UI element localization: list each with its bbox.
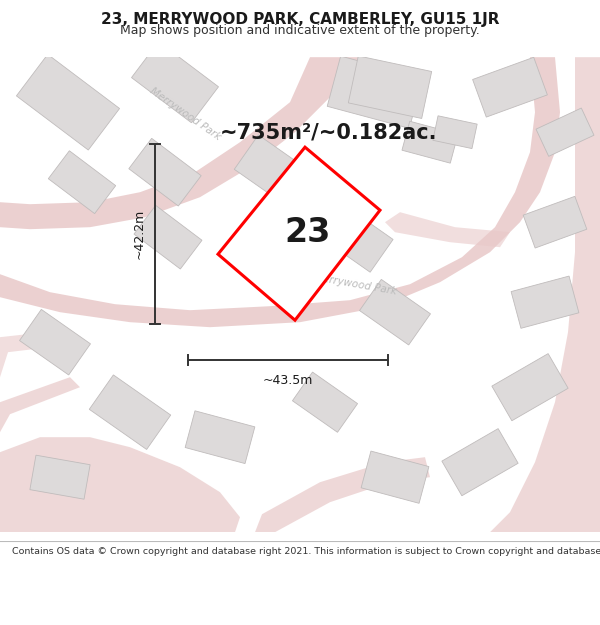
Text: 23, MERRYWOOD PARK, CAMBERLEY, GU15 1JR: 23, MERRYWOOD PARK, CAMBERLEY, GU15 1JR [101, 12, 499, 27]
Polygon shape [402, 121, 458, 163]
Polygon shape [317, 202, 393, 272]
Text: 23: 23 [284, 216, 331, 249]
Polygon shape [0, 332, 50, 377]
Polygon shape [0, 57, 360, 229]
Polygon shape [234, 135, 316, 209]
Polygon shape [385, 212, 510, 247]
Polygon shape [490, 57, 600, 532]
Polygon shape [134, 206, 202, 269]
Polygon shape [359, 279, 430, 345]
Polygon shape [20, 309, 91, 375]
Polygon shape [185, 411, 255, 464]
Polygon shape [129, 138, 201, 206]
Polygon shape [30, 455, 90, 499]
Polygon shape [131, 42, 218, 122]
Polygon shape [361, 451, 429, 503]
Polygon shape [255, 457, 430, 532]
Polygon shape [327, 56, 423, 128]
Polygon shape [511, 276, 579, 328]
Text: Contains OS data © Crown copyright and database right 2021. This information is : Contains OS data © Crown copyright and d… [12, 548, 600, 556]
Polygon shape [89, 375, 171, 449]
Polygon shape [218, 147, 380, 320]
Text: ~43.5m: ~43.5m [263, 374, 313, 387]
Polygon shape [0, 377, 80, 432]
Text: ~735m²/~0.182ac.: ~735m²/~0.182ac. [220, 122, 437, 142]
Polygon shape [16, 54, 119, 150]
Polygon shape [492, 354, 568, 421]
Polygon shape [433, 116, 477, 149]
Polygon shape [292, 372, 358, 432]
Polygon shape [442, 429, 518, 496]
Polygon shape [473, 58, 547, 117]
Polygon shape [0, 438, 240, 532]
Polygon shape [536, 108, 594, 156]
Text: Merrywood Park: Merrywood Park [313, 272, 397, 296]
Polygon shape [49, 151, 116, 214]
Text: Merrywood Park: Merrywood Park [148, 86, 222, 142]
Text: ~42.2m: ~42.2m [133, 209, 146, 259]
Polygon shape [349, 56, 431, 119]
Polygon shape [0, 57, 560, 328]
Text: Map shows position and indicative extent of the property.: Map shows position and indicative extent… [120, 24, 480, 36]
Polygon shape [523, 196, 587, 248]
